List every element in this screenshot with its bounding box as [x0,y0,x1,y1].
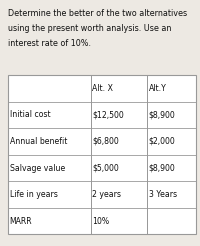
Bar [8,75,196,234]
Text: Initial cost: Initial cost [10,110,50,119]
Text: MARR: MARR [10,217,32,226]
Text: Alt.Y: Alt.Y [149,84,167,93]
Text: $12,500: $12,500 [92,110,124,119]
Text: using the present worth analysis. Use an: using the present worth analysis. Use an [8,24,171,33]
Text: $2,000: $2,000 [149,137,175,146]
Text: $8,900: $8,900 [149,110,175,119]
Text: $6,800: $6,800 [92,137,119,146]
Text: $5,000: $5,000 [92,164,119,172]
Text: Determine the better of the two alternatives: Determine the better of the two alternat… [8,9,187,18]
Text: 3 Years: 3 Years [149,190,177,199]
Text: 10%: 10% [92,217,109,226]
Text: Alt. X: Alt. X [92,84,113,93]
Text: 2 years: 2 years [92,190,121,199]
Text: Life in years: Life in years [10,190,57,199]
Text: Salvage value: Salvage value [10,164,65,172]
Text: $8,900: $8,900 [149,164,175,172]
Text: Annual benefit: Annual benefit [10,137,67,146]
Text: interest rate of 10%.: interest rate of 10%. [8,39,91,48]
